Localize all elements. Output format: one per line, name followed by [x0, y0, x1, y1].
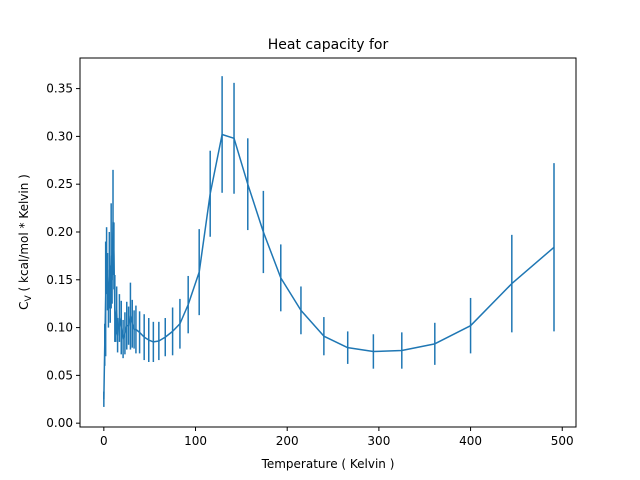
axes: 0 100 200 300 400 500 0.00 0.05 0.10 0.15 0.20 0.25… [46, 82, 573, 448]
plot-frame [79, 57, 577, 428]
y-tick-label: 0.30 [46, 129, 73, 143]
x-tick-label: 0 [100, 434, 108, 448]
y-tick-label: 0.20 [46, 225, 73, 239]
x-tick-label: 200 [276, 434, 299, 448]
x-tick-label: 400 [459, 434, 482, 448]
y-tick-label: 0.35 [46, 82, 73, 96]
y-axis-label: CV ( kcal/mol * Kelvin ) [17, 174, 34, 310]
y-tick-label: 0.10 [46, 321, 73, 335]
y-tick-label: 0.05 [46, 368, 73, 382]
y-tick-label: 0.15 [46, 273, 73, 287]
y-tick-label: 0.25 [46, 177, 73, 191]
chart-title: Heat capacity for [268, 37, 389, 53]
series-line [103, 133, 555, 400]
x-tick-label: 300 [367, 434, 390, 448]
x-tick-label: 100 [184, 434, 207, 448]
plot-marks [103, 76, 555, 407]
x-tick-label: 500 [551, 434, 574, 448]
x-axis-label: Temperature ( Kelvin ) [261, 457, 395, 471]
y-tick-label: 0.00 [46, 416, 73, 430]
